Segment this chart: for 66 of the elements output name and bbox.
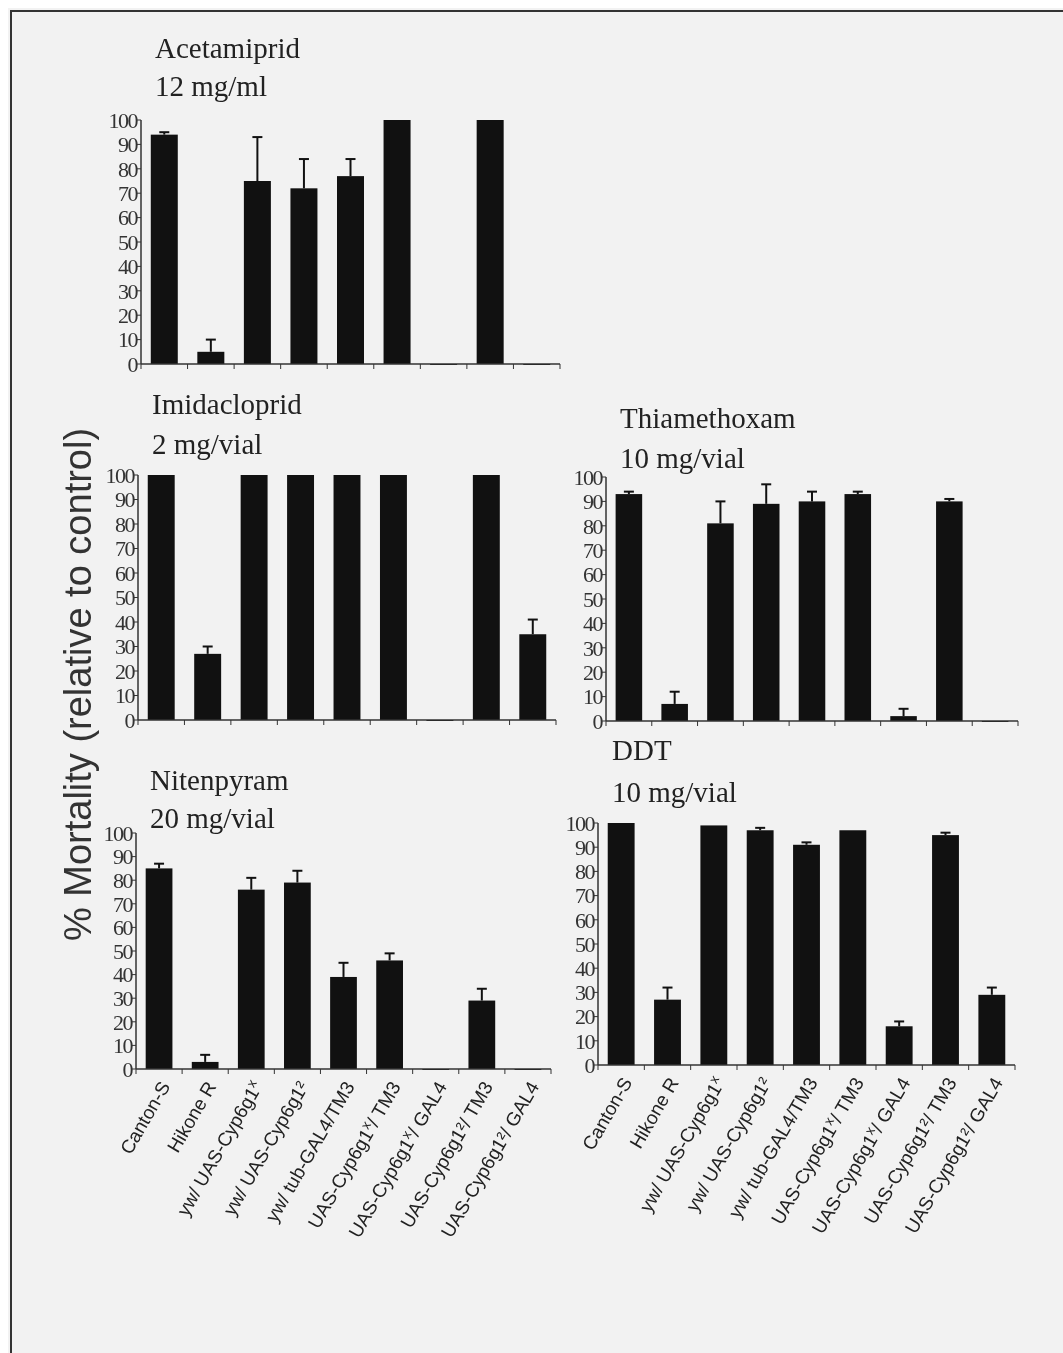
y-tick-label: 60 xyxy=(118,205,139,231)
chart-title: Thiamethoxam xyxy=(620,402,796,434)
y-tick-label: 10 xyxy=(118,327,139,353)
y-tick-label: 70 xyxy=(583,537,604,563)
y-tick-label: 90 xyxy=(115,487,136,513)
y-tick-label: 40 xyxy=(113,962,134,988)
y-tick-label: 70 xyxy=(575,883,596,909)
y-tick-label: 50 xyxy=(113,938,134,964)
y-tick-label: 20 xyxy=(113,1009,134,1035)
y-tick-label: 30 xyxy=(575,980,596,1006)
y-tick-label: 80 xyxy=(115,511,136,537)
y-tick-label: 40 xyxy=(583,611,604,637)
y-tick-label: 0 xyxy=(124,707,136,733)
y-tick-label: 0 xyxy=(592,708,604,734)
y-tick-label: 100 xyxy=(103,820,134,846)
y-axis-title: % Mortality (relative to control) xyxy=(57,427,100,942)
y-tick-label: 30 xyxy=(115,634,136,660)
y-tick-label: 10 xyxy=(113,1033,134,1059)
y-tick-label: 80 xyxy=(575,859,596,885)
y-tick-label: 20 xyxy=(575,1004,596,1030)
y-tick-label: 20 xyxy=(583,659,604,685)
chart-subtitle: 10 mg/vial xyxy=(620,442,745,474)
y-tick-label: 60 xyxy=(113,915,134,941)
y-tick-label: 100 xyxy=(105,462,136,488)
y-tick-label: 10 xyxy=(115,683,136,709)
y-tick-label: 40 xyxy=(115,609,136,635)
y-tick-label: 20 xyxy=(115,658,136,684)
chart-subtitle: 20 mg/vial xyxy=(150,802,275,834)
y-tick-label: 70 xyxy=(115,536,136,562)
y-tick-label: 60 xyxy=(115,560,136,586)
y-tick-label: 40 xyxy=(118,254,139,280)
y-tick-label: 0 xyxy=(122,1056,134,1082)
chart-title: Acetamiprid xyxy=(155,32,301,64)
y-tick-label: 70 xyxy=(113,891,134,917)
y-tick-label: 90 xyxy=(583,489,604,515)
y-tick-label: 40 xyxy=(575,955,596,981)
y-tick-label: 0 xyxy=(584,1052,596,1078)
y-tick-label: 60 xyxy=(575,907,596,933)
chart-subtitle: 2 mg/vial xyxy=(152,428,263,460)
y-tick-label: 30 xyxy=(118,278,139,304)
y-tick-label: 100 xyxy=(108,107,139,133)
y-tick-label: 10 xyxy=(583,684,604,710)
chart-subtitle: 10 mg/vial xyxy=(612,776,737,808)
y-tick-label: 50 xyxy=(118,229,139,255)
y-tick-label: 80 xyxy=(118,156,139,182)
y-tick-label: 100 xyxy=(573,464,604,490)
y-tick-label: 80 xyxy=(113,867,134,893)
y-tick-label: 80 xyxy=(583,513,604,539)
chart-title: Nitenpyram xyxy=(150,764,289,796)
y-tick-label: 90 xyxy=(118,132,139,158)
y-tick-label: 70 xyxy=(118,180,139,206)
y-tick-label: 100 xyxy=(565,810,596,836)
chart-title: Imidacloprid xyxy=(152,388,303,420)
y-tick-label: 50 xyxy=(575,931,596,957)
y-tick-label: 50 xyxy=(583,586,604,612)
y-tick-label: 60 xyxy=(583,562,604,588)
y-tick-label: 50 xyxy=(115,585,136,611)
y-tick-label: 30 xyxy=(113,985,134,1011)
y-tick-label: 90 xyxy=(575,834,596,860)
y-tick-label: 30 xyxy=(583,635,604,661)
chart-subtitle: 12 mg/ml xyxy=(155,70,267,102)
y-tick-label: 0 xyxy=(127,351,139,377)
chart-title: DDT xyxy=(612,734,672,766)
y-tick-label: 20 xyxy=(118,302,139,328)
y-tick-label: 90 xyxy=(113,844,134,870)
y-tick-label: 10 xyxy=(575,1028,596,1054)
